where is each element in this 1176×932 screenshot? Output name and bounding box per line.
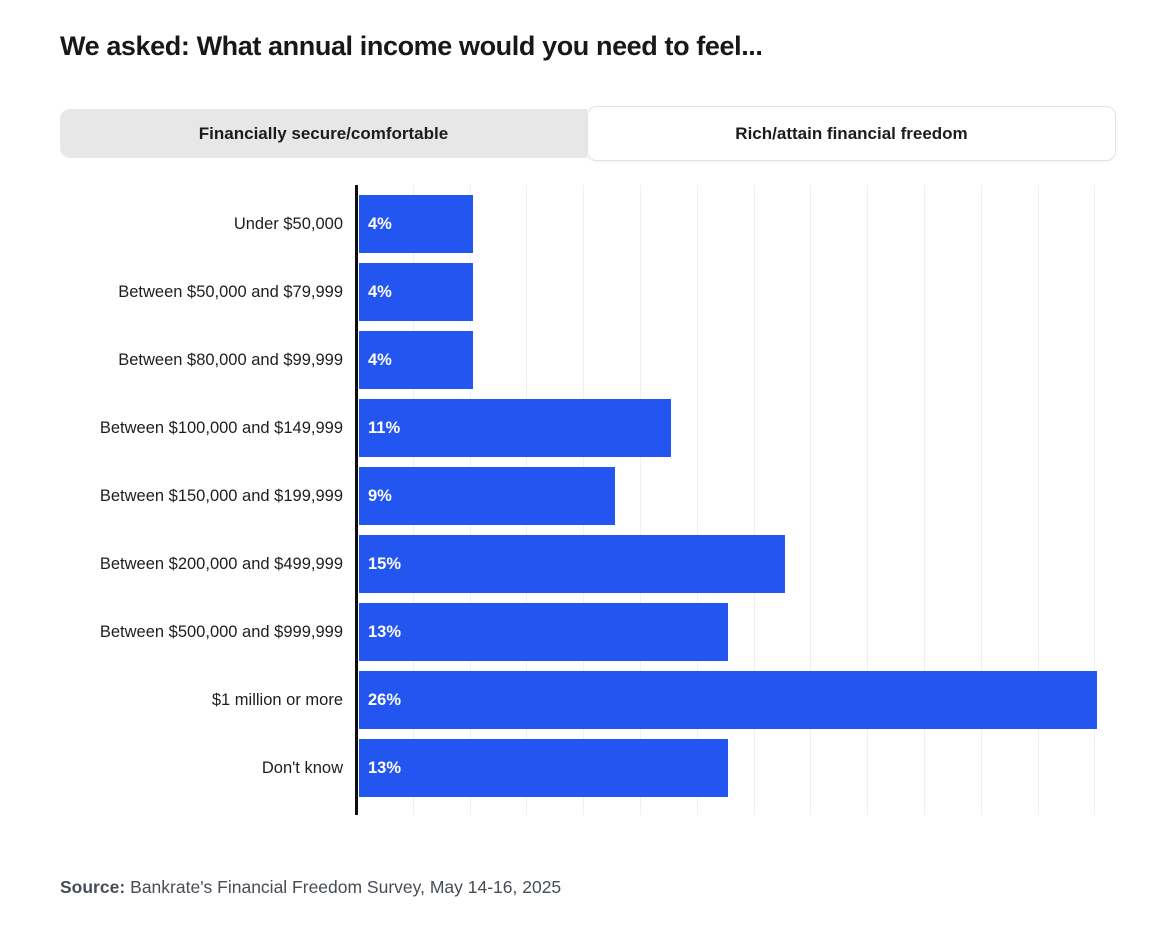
chart-row: Between $100,000 and $149,999 11% bbox=[60, 399, 1116, 457]
gridline bbox=[924, 185, 925, 815]
bar-value-label: 9% bbox=[368, 486, 392, 505]
gridline bbox=[1037, 185, 1039, 815]
gridline bbox=[753, 185, 755, 815]
gridline bbox=[696, 185, 698, 815]
category-label: Between $200,000 and $499,999 bbox=[99, 554, 343, 573]
bar: 15% bbox=[359, 535, 785, 593]
bar: 9% bbox=[359, 467, 615, 525]
category-label: Under $50,000 bbox=[233, 214, 343, 233]
y-axis-line bbox=[355, 185, 358, 815]
bar-cell: 4% bbox=[356, 331, 1116, 389]
page: We asked: What annual income would you n… bbox=[0, 30, 1176, 898]
bar-value-label: 15% bbox=[368, 554, 402, 573]
bar: 4% bbox=[359, 195, 473, 253]
bar: 13% bbox=[359, 603, 729, 661]
page-title: We asked: What annual income would you n… bbox=[60, 31, 763, 61]
bar-cell: 11% bbox=[356, 399, 1116, 457]
category-label: Between $80,000 and $99,999 bbox=[118, 350, 343, 369]
bar-cell: 15% bbox=[356, 535, 1116, 593]
gridline bbox=[640, 185, 641, 815]
bar-value-label: 26% bbox=[368, 690, 402, 709]
bar-cell: 9% bbox=[356, 467, 1116, 525]
chart-row: Between $150,000 and $199,999 9% bbox=[60, 467, 1116, 525]
category-label: $1 million or more bbox=[211, 690, 343, 709]
bar-cell: 13% bbox=[356, 739, 1116, 797]
tab-label: Financially secure/comfortable bbox=[198, 123, 449, 143]
bar-cell: 4% bbox=[356, 263, 1116, 321]
bar-value-label: 13% bbox=[368, 758, 402, 777]
category-label: Between $100,000 and $149,999 bbox=[99, 418, 343, 437]
bar: 13% bbox=[359, 739, 729, 797]
chart-row: Between $200,000 and $499,999 15% bbox=[60, 535, 1116, 593]
source-prefix: Source: bbox=[60, 877, 126, 897]
gridline bbox=[810, 185, 812, 815]
bar-value-label: 4% bbox=[368, 350, 392, 369]
bar-value-label: 4% bbox=[368, 282, 392, 301]
bar-value-label: 11% bbox=[368, 418, 401, 437]
chart-rows: Under $50,000 4% Between $50,000 and $79,9… bbox=[60, 185, 1116, 813]
tab-financially-secure[interactable]: Financially secure/comfortable bbox=[60, 109, 587, 158]
tab-bar: Financially secure/comfortable Rich/atta… bbox=[60, 106, 1116, 161]
source-line: Source: Bankrate's Financial Freedom Surv… bbox=[60, 877, 1116, 898]
gridline bbox=[867, 185, 869, 815]
chart-row: Don't know 13% bbox=[60, 739, 1116, 797]
bar-cell: 13% bbox=[356, 603, 1116, 661]
bar: 4% bbox=[359, 263, 473, 321]
category-label: Don't know bbox=[261, 758, 343, 777]
bar-cell: 26% bbox=[356, 671, 1116, 729]
bar-value-label: 4% bbox=[368, 214, 392, 233]
bar: 11% bbox=[359, 399, 672, 457]
bar-value-label: 13% bbox=[368, 622, 402, 641]
chart-row: Under $50,000 4% bbox=[60, 195, 1116, 253]
source-text: Bankrate's Financial Freedom Survey, May… bbox=[130, 877, 562, 897]
tab-label: Rich/attain financial freedom bbox=[735, 123, 968, 143]
gridline bbox=[980, 185, 982, 815]
chart-row: Between $500,000 and $999,999 13% bbox=[60, 603, 1116, 661]
bar: 26% bbox=[359, 671, 1098, 729]
category-label: Between $150,000 and $199,999 bbox=[99, 486, 343, 505]
gridline bbox=[1094, 185, 1096, 815]
category-label: Between $500,000 and $999,999 bbox=[99, 622, 343, 641]
bar-cell: 4% bbox=[356, 195, 1116, 253]
chart-row: Between $50,000 and $79,999 4% bbox=[60, 263, 1116, 321]
bar-chart: Under $50,000 4% Between $50,000 and $79,9… bbox=[60, 185, 1116, 815]
bar: 4% bbox=[359, 331, 473, 389]
chart-row: Between $80,000 and $99,999 4% bbox=[60, 331, 1116, 389]
tab-rich-financial-freedom[interactable]: Rich/attain financial freedom bbox=[587, 106, 1116, 161]
category-label: Between $50,000 and $79,999 bbox=[118, 282, 343, 301]
chart-row: $1 million or more 26% bbox=[60, 671, 1116, 729]
